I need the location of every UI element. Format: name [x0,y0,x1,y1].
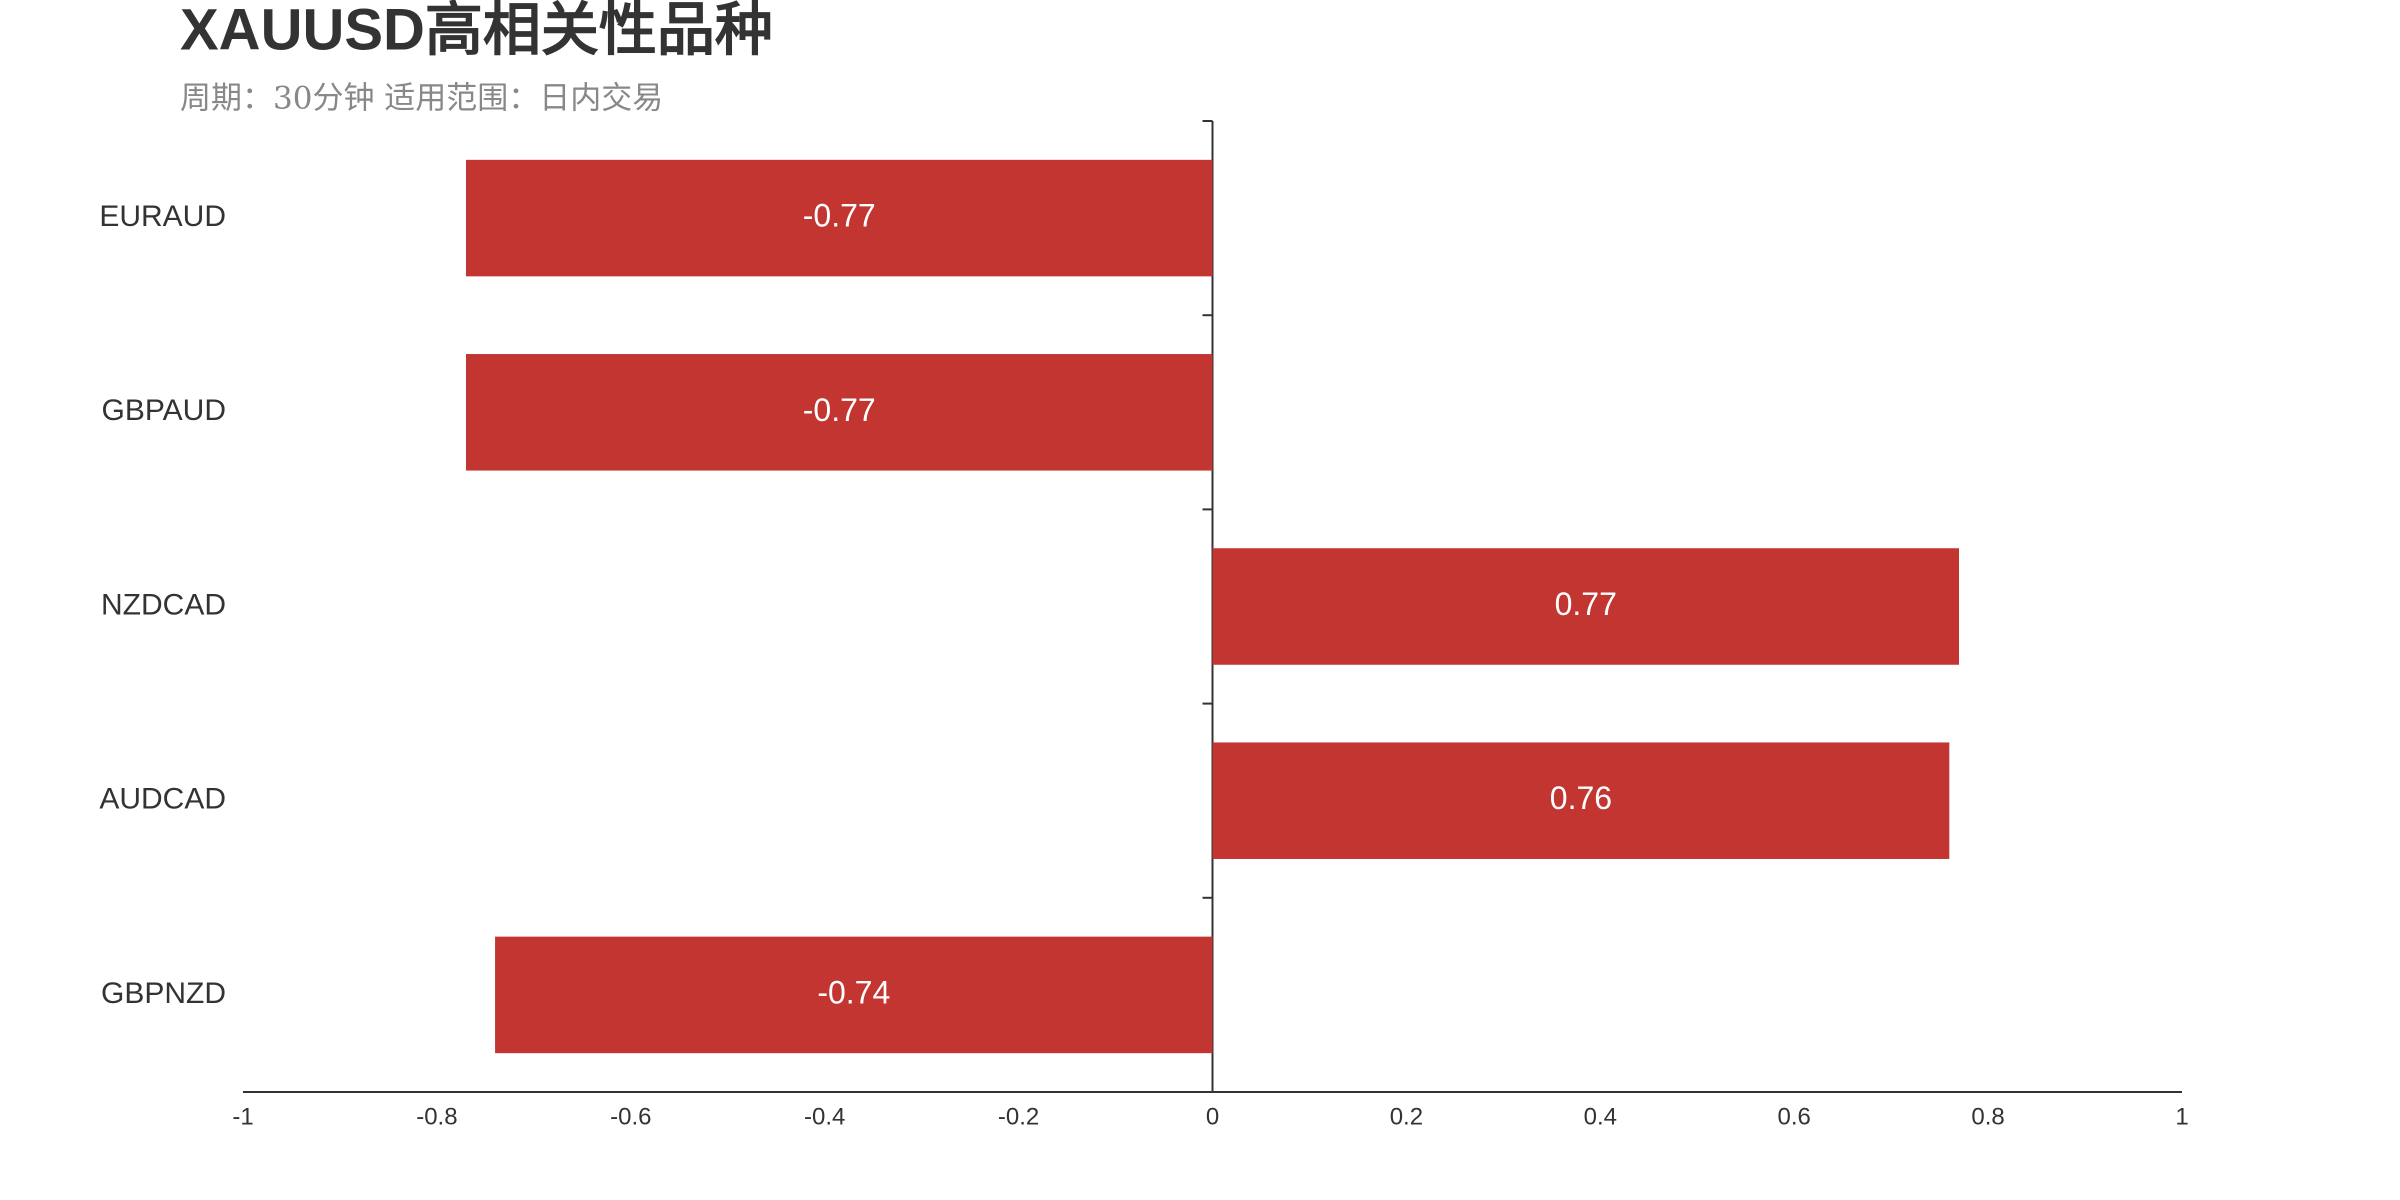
chart-subtitle: 周期：30分钟 适用范围：日内交易 [180,81,663,117]
bar [1212,742,1950,859]
x-tick-label: 0 [1206,1103,1219,1130]
x-tick-label: 0.8 [1971,1103,2004,1130]
value-label: -0.77 [803,198,876,234]
x-tick-label: 0.2 [1390,1103,1423,1130]
bar [495,936,1213,1054]
value-label: 0.77 [1555,586,1617,622]
value-label: -0.74 [817,974,890,1010]
bar [1212,548,1960,665]
y-tick-label: AUDCAD [99,783,226,816]
chart-title: XAUUSD高相关性品种 [180,0,773,62]
x-tick-label: 1 [2175,1103,2188,1130]
y-tick-label: EURAUD [99,200,226,233]
bar [465,159,1213,277]
x-tick-label: -0.4 [804,1103,845,1130]
x-tick-label: 0.4 [1584,1103,1617,1130]
x-tick-label: -0.8 [416,1103,457,1130]
x-tick-label: -0.6 [610,1103,651,1130]
y-tick-label: GBPAUD [102,394,226,427]
y-tick-label: GBPNZD [101,977,226,1010]
x-tick-label: -1 [232,1103,253,1130]
y-tick-label: NZDCAD [101,588,226,621]
x-tick-label: 0.6 [1778,1103,1811,1130]
x-tick-label: -0.2 [998,1103,1039,1130]
value-label: 0.76 [1550,780,1612,816]
bar [465,354,1213,471]
value-label: -0.77 [803,392,876,428]
